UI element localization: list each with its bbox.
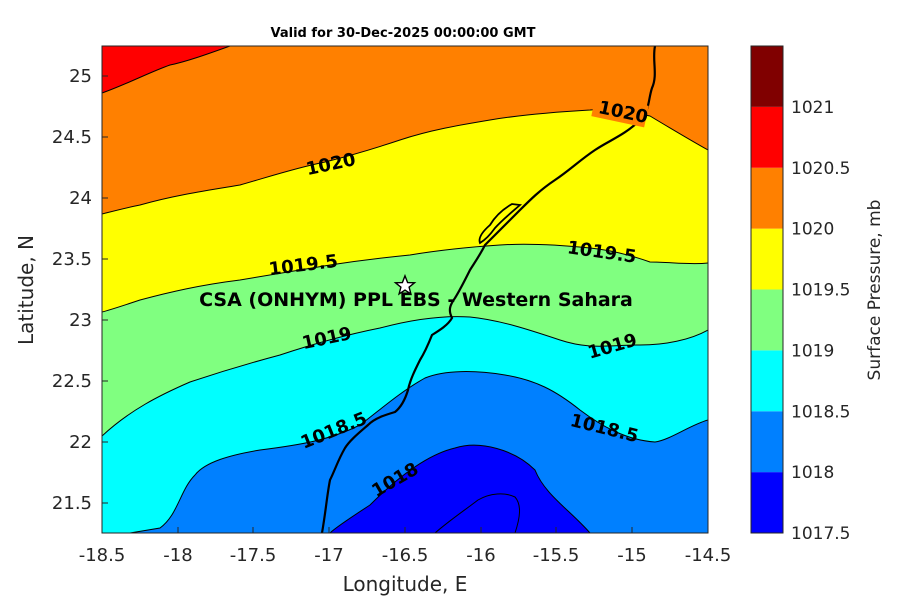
site-name-label: CSA (ONHYM) PPL EBS - Western Sahara	[199, 289, 633, 311]
colorbar-tick-label: 1017.5	[791, 524, 850, 544]
site-star-marker	[393, 273, 417, 296]
y-tick-label: 24	[69, 188, 92, 209]
colorbar-tick-label: 1021	[791, 98, 834, 118]
colorbar-swatch	[751, 106, 783, 168]
colorbar-tick-label: 1018.5	[791, 402, 850, 422]
colorbar-tick-label: 1019.5	[791, 281, 850, 301]
x-tick-label: -16.5	[382, 545, 429, 566]
colorbar-tick-label: 1020	[791, 220, 834, 240]
x-tick-label: -17.5	[230, 545, 277, 566]
colorbar-frame	[750, 45, 784, 534]
colorbar-swatches	[751, 46, 783, 533]
colorbar-swatch	[751, 46, 783, 107]
coastline	[320, 46, 657, 533]
colorbar-tick-labels: 1017.5 1018 1018.5 1019 1019.5 1020 1020.5 1021	[791, 98, 850, 544]
y-tick-label: 25	[69, 66, 92, 87]
x-axis-label: Longitude, E	[343, 572, 468, 596]
band-1020-5	[102, 46, 230, 93]
x-tick-label: -18	[163, 545, 192, 566]
y-tick-label: 21.5	[52, 493, 92, 514]
band-1020	[102, 46, 708, 214]
x-tick-label: -17	[314, 545, 343, 566]
colorbar-tick-label: 1018	[791, 463, 834, 483]
colorbar-swatch	[751, 289, 783, 351]
colorbar: 1017.5 1018 1018.5 1019 1019.5 1020 1020.5 1021…	[750, 45, 885, 544]
x-tick-label: -15.5	[533, 545, 580, 566]
y-axis-label: Latitude, N	[14, 235, 38, 345]
x-tick-labels: -18.5 -18 -17.5 -17 -16.5 -16 -15.5 -15 …	[79, 545, 732, 566]
y-tick-labels: 21.5 22 22.5 23 23.5 24 24.5 25	[52, 66, 92, 514]
colorbar-swatch	[751, 411, 783, 473]
colorbar-swatch	[751, 350, 783, 412]
y-tick-label: 22	[69, 432, 92, 453]
x-tick-label: -15	[617, 545, 646, 566]
y-tick-label: 23	[69, 310, 92, 331]
y-tick-label: 23.5	[52, 249, 92, 270]
colorbar-swatch	[751, 472, 783, 533]
colorbar-tick-label: 1020.5	[791, 159, 850, 179]
x-tick-label: -18.5	[79, 545, 126, 566]
axis-tick-marks	[101, 75, 709, 533]
y-tick-label: 24.5	[52, 127, 92, 148]
peninsula-outline	[478, 203, 523, 245]
colorbar-swatch	[751, 167, 783, 229]
map-title: Valid for 30-Dec-2025 00:00:00 GMT	[271, 26, 536, 41]
colorbar-tick-label: 1019	[791, 341, 834, 361]
y-tick-label: 22.5	[52, 371, 92, 392]
colorbar-label: Surface Pressure, mb	[865, 200, 885, 381]
x-tick-label: -16	[466, 545, 495, 566]
x-tick-label: -14.5	[685, 545, 732, 566]
colorbar-swatch	[751, 228, 783, 290]
